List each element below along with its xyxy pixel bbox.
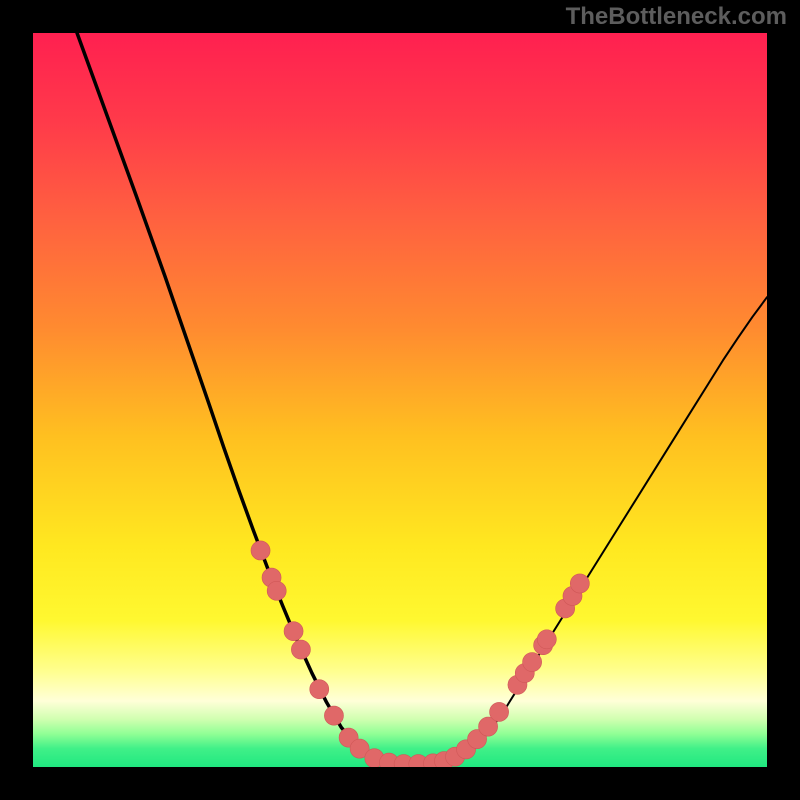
data-marker <box>291 640 310 659</box>
data-marker <box>267 581 286 600</box>
plot-svg <box>33 33 767 767</box>
data-marker <box>490 702 509 721</box>
data-marker <box>310 680 329 699</box>
data-marker <box>284 622 303 641</box>
data-marker <box>570 574 589 593</box>
data-marker <box>537 630 556 649</box>
attribution-label: TheBottleneck.com <box>566 3 787 31</box>
gradient-background <box>33 33 767 767</box>
data-marker <box>523 653 542 672</box>
data-marker <box>324 706 343 725</box>
plot-area <box>33 33 767 767</box>
data-marker <box>251 541 270 560</box>
